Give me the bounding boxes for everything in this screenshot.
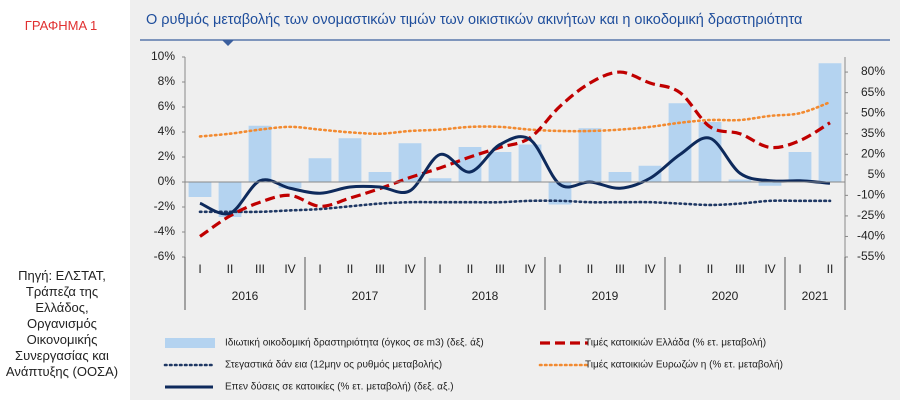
bar [668,103,692,182]
x-tick-label: II [707,262,714,276]
year-label: 2020 [712,289,739,303]
legend-label: Στεγαστικά δάν εια (12μην ος ρυθμός μετα… [225,359,442,371]
bar [578,128,602,182]
chart: Ο ρυθμός μεταβολής των ονομαστικών τιμών… [130,0,900,400]
x-tick-label: IV [404,262,415,276]
legend-label: Επεν δύσεις σε κατοικίες (% ετ. μεταβολή… [225,381,454,393]
bar [308,158,332,182]
x-tick-label: III [375,262,385,276]
y-tick-label: 0% [158,174,176,188]
bar [638,165,662,182]
bar [188,182,212,197]
bar [518,144,542,182]
legend-swatch [165,338,215,348]
y-tick-label: 4% [158,124,176,138]
y2-tick-label: -55% [857,249,885,263]
x-tick-label: II [227,262,234,276]
y-tick-label: 2% [158,149,176,163]
x-tick-label: IV [284,262,295,276]
x-tick-label: III [255,262,265,276]
legend-label: Τιμές κατοικιών Ελλάδα (% ετ. μεταβολή) [585,337,766,349]
legend-label: Ιδιωτική οικοδομική δραστηριότητα (όγκος… [225,337,484,349]
x-tick-label: I [798,262,801,276]
bar [278,182,302,189]
bar [758,182,782,186]
y-tick-label: -6% [154,249,176,263]
chart-title: Ο ρυθμός μεταβολής των ονομαστικών τιμών… [146,12,802,28]
x-tick-label: IV [524,262,535,276]
x-tick-label: IV [644,262,655,276]
year-label: 2018 [472,289,499,303]
y2-tick-label: 35% [861,126,885,140]
bar [818,63,842,182]
x-tick-label: IV [764,262,775,276]
bar [488,152,512,182]
source: Πηγή: ΕΛΣΤΑΤ, Τράπεζα της Ελλάδος, Οργαν… [5,268,119,379]
x-tick-label: III [615,262,625,276]
bar [338,138,362,182]
y-tick-label: -4% [154,224,176,238]
y2-tick-label: -25% [857,208,885,222]
bar [788,152,812,182]
y2-tick-label: -40% [857,229,885,243]
x-tick-label: I [318,262,321,276]
line-series [198,100,832,138]
x-tick-label: II [827,262,834,276]
x-tick-label: II [587,262,594,276]
y2-tick-label: 20% [861,146,885,160]
legend-label: Τιμές κατοικιών Ευρωζών η (% ετ. μεταβολ… [585,359,783,371]
x-tick-label: I [678,262,681,276]
y-tick-label: 8% [158,74,176,88]
chart-label: ΓΡΑΦΗΜΑ 1 [24,18,98,33]
x-tick-label: I [558,262,561,276]
bar [458,147,482,182]
year-label: 2017 [352,289,379,303]
y2-tick-label: -10% [857,188,885,202]
line-series [199,70,831,238]
bar [398,143,422,182]
x-tick-label: III [735,262,745,276]
x-tick-label: I [198,262,201,276]
year-label: 2016 [232,289,259,303]
y2-tick-label: 80% [861,64,885,78]
x-tick-label: II [347,262,354,276]
bar [728,179,752,182]
y-tick-label: -2% [154,199,176,213]
y-tick-label: 6% [158,99,176,113]
line-series [198,199,832,214]
y2-tick-label: 50% [861,105,885,119]
line-series [199,135,831,216]
y2-tick-label: 5% [868,167,886,181]
bar [248,125,272,182]
x-tick-label: II [467,262,474,276]
bar [428,178,452,182]
y-tick-label: 10% [151,49,175,63]
bar [608,172,632,182]
title-marker [222,40,234,46]
y2-tick-label: 65% [861,85,885,99]
bar [368,172,392,182]
x-tick-label: III [495,262,505,276]
year-label: 2019 [592,289,619,303]
year-label: 2021 [802,289,829,303]
x-tick-label: I [438,262,441,276]
